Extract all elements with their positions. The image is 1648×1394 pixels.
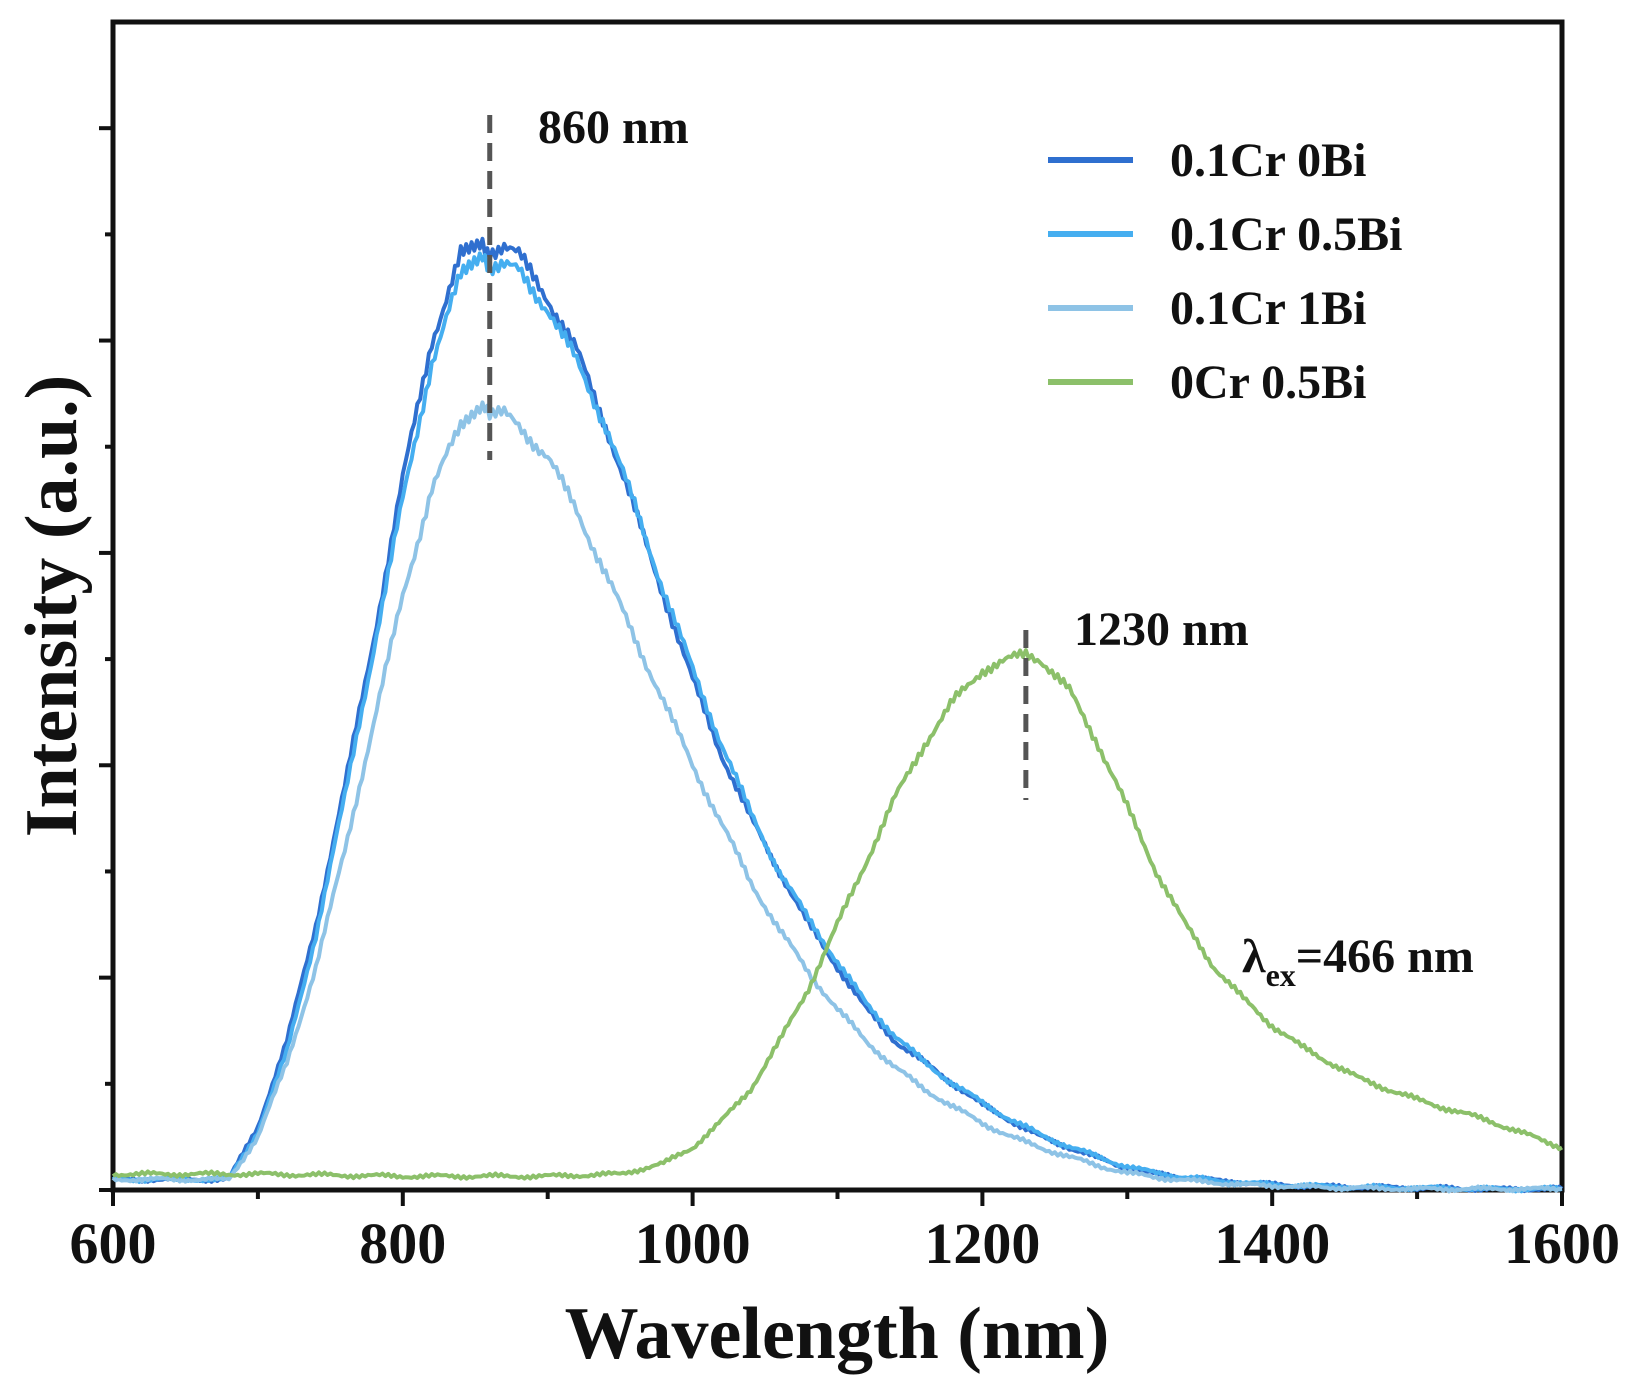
y-axis-title: Intensity (a.u.) <box>11 375 93 838</box>
legend-label: 0Cr 0.5Bi <box>1170 356 1366 409</box>
peak1-label: 860 nm <box>538 101 689 154</box>
legend-label: 0.1Cr 0.5Bi <box>1170 208 1402 261</box>
excitation-label: λex=466 nm <box>1242 930 1474 993</box>
x-tick-label: 1600 <box>1504 1211 1620 1276</box>
series-lines <box>111 236 1564 1194</box>
legend-label: 0.1Cr 1Bi <box>1170 282 1366 335</box>
peak2-label: 1230 nm <box>1074 603 1249 656</box>
legend: 0.1Cr 0Bi 0.1Cr 0.5Bi 0.1Cr 1Bi 0Cr 0.5Bi <box>1048 134 1402 409</box>
x-tick-labels: 600 800 1000 1200 1400 1600 <box>70 1211 1621 1276</box>
series-line-3 <box>111 400 1563 1194</box>
x-tick-label: 600 <box>70 1211 157 1276</box>
x-tick-label: 1400 <box>1214 1211 1330 1276</box>
x-tick-label: 800 <box>359 1211 446 1276</box>
excitation-value: =466 nm <box>1296 930 1474 983</box>
peak-markers <box>487 115 1029 800</box>
series-line-4 <box>111 648 1563 1181</box>
excitation-symbol: λ <box>1242 930 1266 983</box>
axis-ticks <box>99 126 1564 1206</box>
x-tick-label: 1000 <box>635 1211 751 1276</box>
x-axis-title: Wavelength (nm) <box>565 1293 1110 1375</box>
excitation-subscript: ex <box>1266 957 1296 993</box>
plot-frame <box>110 19 1565 1193</box>
x-tick-label: 1200 <box>924 1211 1040 1276</box>
legend-label: 0.1Cr 0Bi <box>1170 134 1366 187</box>
